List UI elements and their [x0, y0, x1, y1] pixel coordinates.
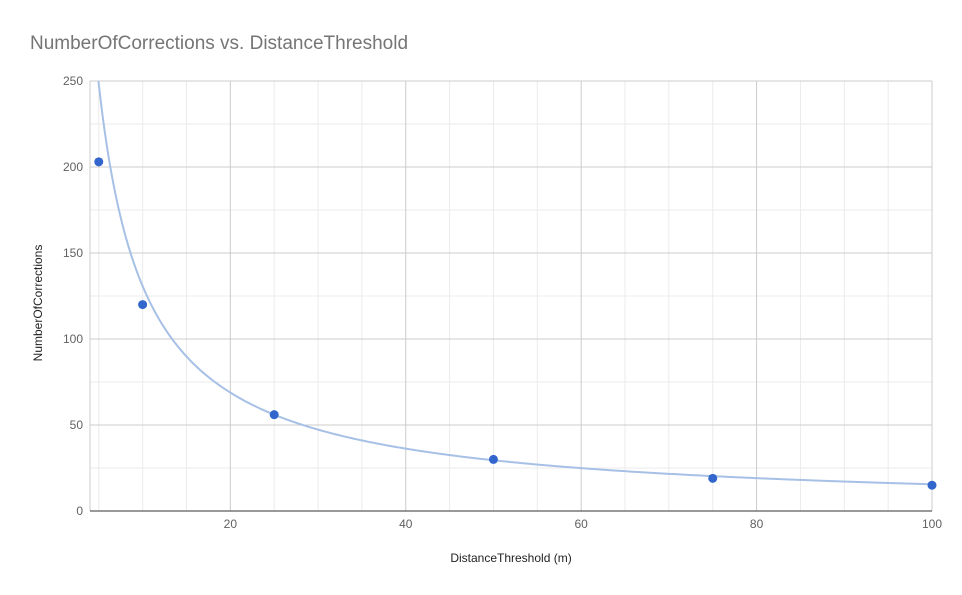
y-tick-label: 250	[63, 74, 83, 88]
chart-title: NumberOfCorrections vs. DistanceThreshol…	[30, 33, 408, 54]
x-axis-label: DistanceThreshold (m)	[450, 551, 571, 565]
data-point	[488, 454, 498, 464]
x-tick-label: 40	[399, 517, 413, 531]
data-point	[269, 410, 279, 420]
x-tick-labels: 20 40 60 80 100	[224, 517, 943, 531]
y-tick-label: 100	[63, 332, 83, 346]
data-points	[94, 157, 937, 490]
major-gridlines	[89, 80, 933, 511]
data-point	[927, 480, 937, 490]
y-tick-labels: 0 50 100 150 200 250	[63, 74, 83, 518]
x-tick-label: 60	[574, 517, 588, 531]
y-tick-label: 50	[70, 418, 84, 432]
data-point	[708, 473, 718, 483]
x-tick-label: 100	[922, 517, 942, 531]
x-tick-label: 20	[224, 517, 238, 531]
data-point	[138, 300, 148, 310]
y-axis-label: NumberOfCorrections	[31, 245, 45, 362]
y-tick-label: 150	[63, 246, 83, 260]
y-tick-label: 0	[76, 504, 83, 518]
y-tick-label: 200	[63, 160, 83, 174]
minor-gridlines	[90, 81, 932, 511]
x-tick-label: 80	[750, 517, 764, 531]
data-point	[94, 157, 104, 167]
trendline	[97, 80, 933, 486]
trendline-layer	[97, 80, 933, 486]
